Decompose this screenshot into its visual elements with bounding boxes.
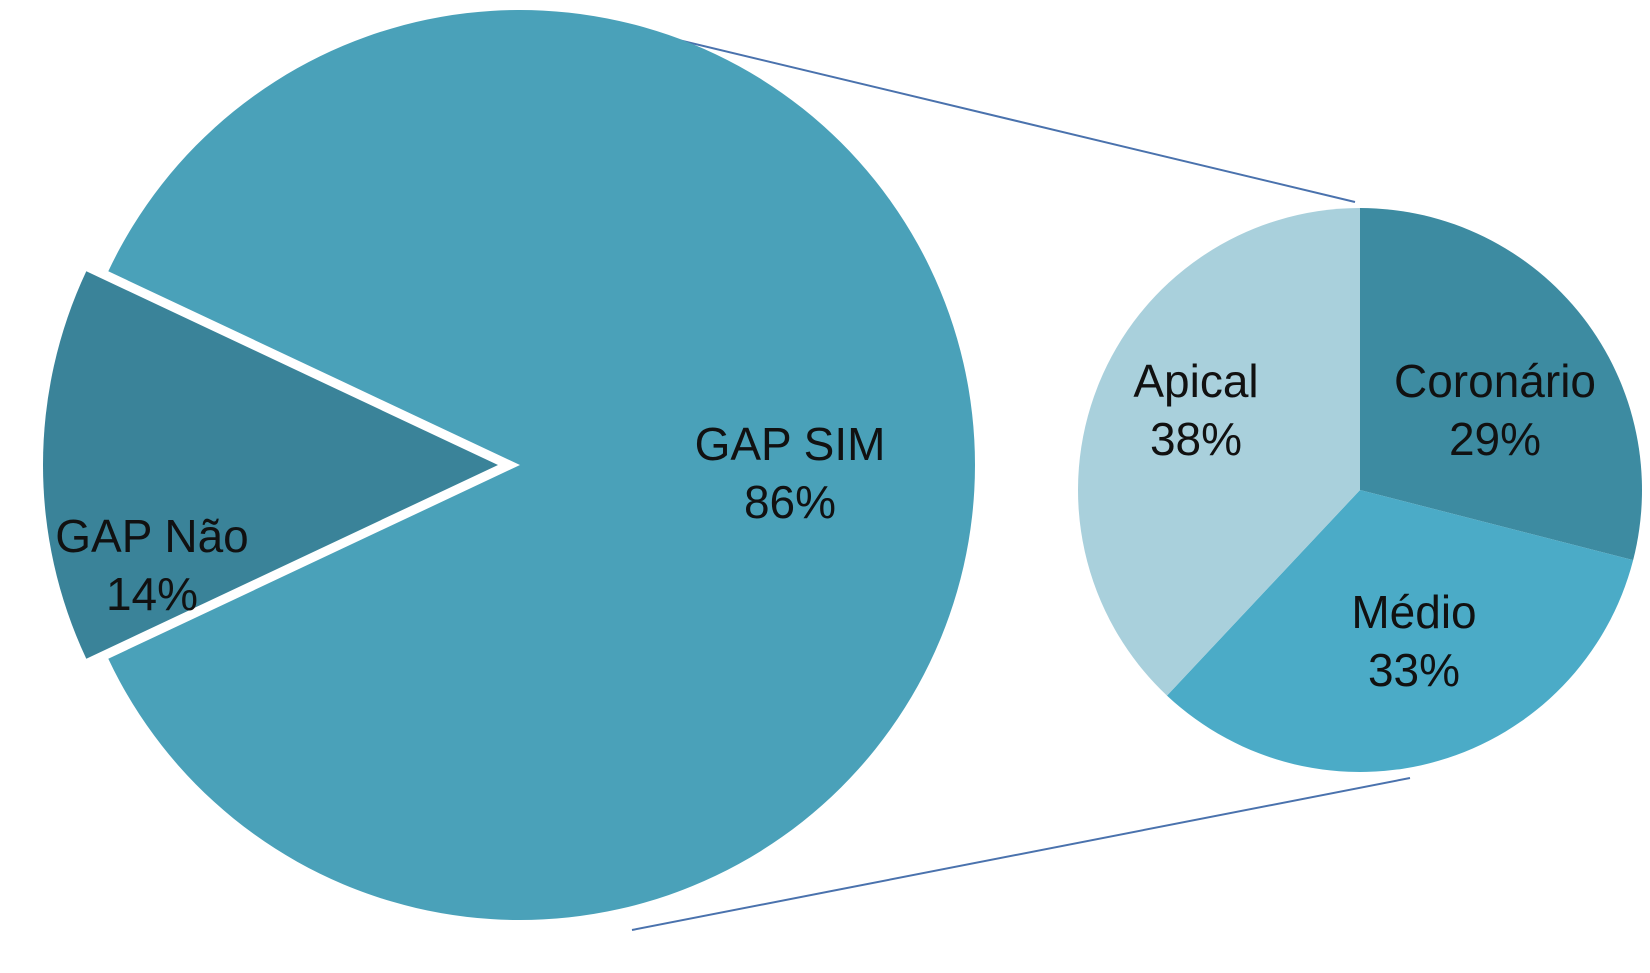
secondary-slice-apical [1078,208,1360,696]
connector-line-bottom [631,777,1411,931]
connector-line-top [594,19,1356,203]
secondary-slice-medio [1166,490,1634,772]
slice-gap-nao [42,271,499,659]
label-gap-nao-name: GAP Não [55,510,248,562]
connector-lines [594,19,1411,931]
label-gap-sim-name: GAP SIM [695,418,886,470]
label-coronario: Coronário 29% [1394,355,1596,465]
label-coronario-name: Coronário [1394,355,1596,407]
slice-labels: GAP SIM 86% GAP Não 14% Coronário 29% Médio 33%… [55,355,1596,696]
label-medio-value: 33% [1368,644,1460,696]
label-medio-name: Médio [1351,586,1476,638]
label-apical-value: 38% [1150,413,1242,465]
label-apical-name: Apical [1133,355,1258,407]
label-apical: Apical 38% [1133,355,1258,465]
label-medio: Médio 33% [1351,586,1476,696]
label-coronario-value: 29% [1449,413,1541,465]
slice-gap-sim [108,9,975,920]
secondary-slice-coronario [1360,208,1642,561]
label-gap-sim: GAP SIM 86% [695,418,886,528]
label-gap-nao-value: 14% [106,568,198,620]
main-pie [42,9,975,920]
label-gap-sim-value: 86% [744,476,836,528]
secondary-pie [1078,208,1642,772]
label-gap-nao: GAP Não 14% [55,510,248,620]
